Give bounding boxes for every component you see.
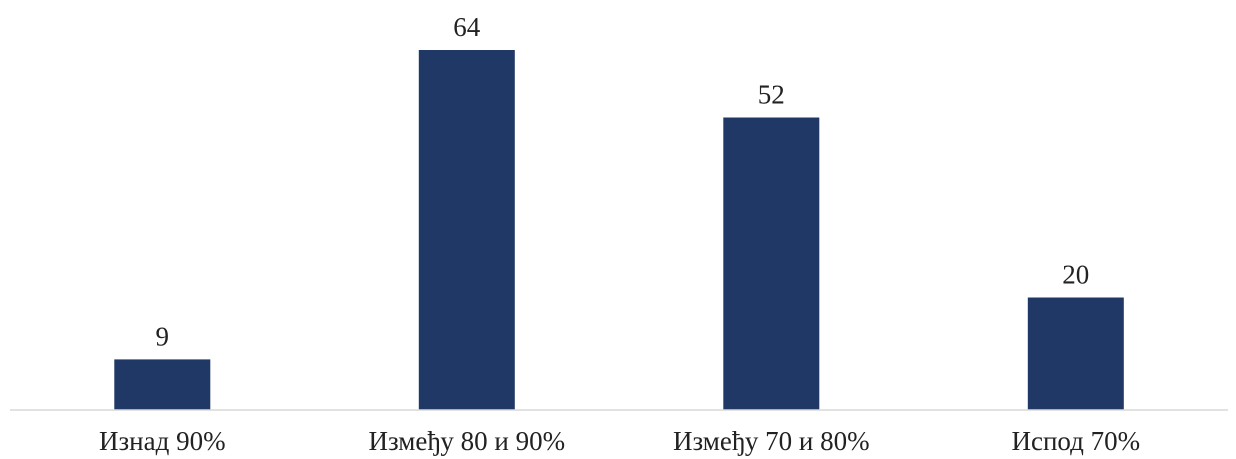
x-tick-label: Испод 70% (1011, 426, 1140, 456)
x-tick-labels-layer: Изнад 90% Између 80 и 90% Између 70 и 80% И… (99, 426, 1140, 456)
data-label: 20 (1062, 260, 1089, 290)
x-tick-label: Изнад 90% (99, 426, 226, 456)
bar (114, 359, 211, 410)
bar (418, 50, 515, 410)
x-tick-label: Између 80 и 90% (369, 426, 566, 456)
data-label: 9 (156, 321, 170, 351)
bar (1027, 297, 1124, 410)
x-tick-label: Између 70 и 80% (673, 426, 870, 456)
bars-layer (114, 50, 1124, 410)
bar (723, 117, 820, 410)
data-label: 64 (453, 12, 481, 42)
data-labels-layer: 9 64 52 20 (156, 12, 1090, 351)
data-label: 52 (758, 80, 785, 110)
